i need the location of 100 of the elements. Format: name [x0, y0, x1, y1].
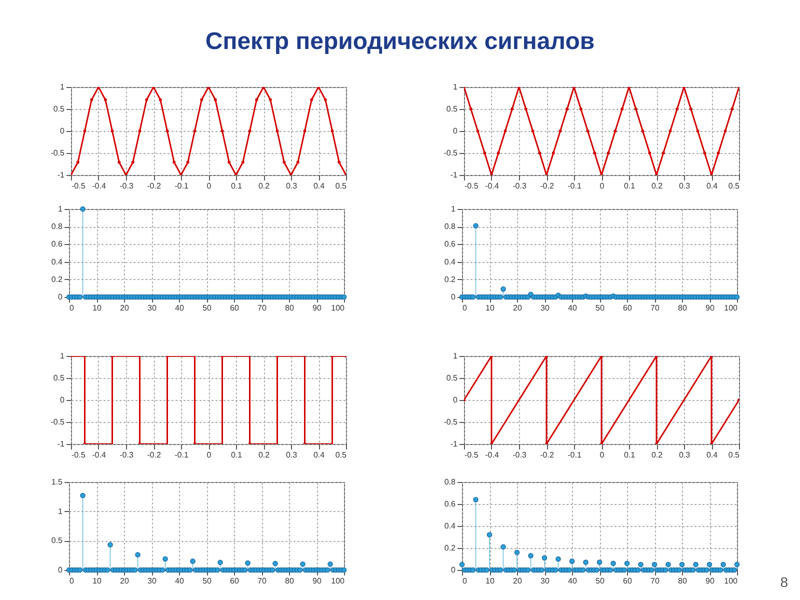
point — [538, 152, 542, 154]
point — [724, 130, 727, 132]
point — [193, 130, 196, 132]
x-tick-label: 60 — [623, 576, 632, 586]
x-tick-label: 20 — [513, 576, 522, 586]
y-tick-label: -0.5 — [50, 148, 66, 158]
point — [303, 130, 306, 132]
point — [524, 108, 528, 110]
x-tick-label: 20 — [120, 304, 130, 312]
x-tick-label: 60 — [230, 576, 240, 586]
x-tick-label: 0.1 — [624, 182, 636, 190]
point — [166, 130, 169, 132]
x-tick-label: -0.5 — [464, 182, 479, 190]
y-tick-label: -0.5 — [444, 418, 458, 426]
point — [510, 108, 514, 110]
x-tick-label: -0.2 — [147, 450, 162, 460]
x-tick-label: 60 — [623, 304, 632, 312]
point — [158, 98, 162, 102]
x-tick-label: 0 — [462, 304, 468, 312]
x-tick-label: 0.4 — [706, 182, 718, 190]
y-tick-label: 0 — [58, 292, 64, 302]
x-tick-label: 0.4 — [706, 450, 718, 460]
y-tick-label: 1 — [58, 204, 64, 214]
point — [83, 130, 86, 132]
x-tick-label: 50 — [596, 576, 605, 586]
x-tick-label: 0.4 — [313, 182, 326, 190]
x-tick-label: 30 — [540, 304, 550, 312]
point — [296, 160, 300, 164]
point — [338, 160, 341, 164]
x-tick-label: 90 — [312, 304, 322, 312]
point — [228, 160, 231, 164]
x-tick-label: 100 — [724, 304, 738, 312]
point — [476, 130, 480, 132]
point — [689, 108, 692, 110]
y-tick-label: 0 — [453, 126, 458, 136]
point — [90, 98, 94, 102]
point — [469, 108, 472, 110]
x-tick-label: -0.2 — [147, 182, 162, 190]
x-tick-label: 80 — [678, 304, 688, 312]
x-tick-label: 60 — [230, 304, 240, 312]
x-tick-label: 50 — [596, 304, 605, 312]
point — [172, 160, 176, 164]
point — [104, 98, 107, 102]
y-tick-label: 0.2 — [444, 544, 456, 552]
y-tick-label: 0.6 — [444, 240, 456, 249]
y-tick-label: -1 — [450, 440, 458, 448]
point — [255, 98, 258, 102]
y-tick-label: 0.5 — [53, 104, 66, 114]
x-tick-label: 40 — [568, 576, 578, 586]
y-tick-label: 0.4 — [444, 522, 456, 530]
y-tick-label: 0 — [60, 126, 66, 136]
point — [110, 130, 114, 132]
y-tick-label: 0.2 — [51, 274, 64, 284]
x-tick-label: -0.2 — [540, 182, 554, 190]
x-tick-label: 0 — [70, 576, 74, 586]
point — [220, 130, 224, 132]
x-tick-label: 10 — [486, 576, 495, 586]
y-tick-label: -1 — [450, 170, 458, 180]
point — [696, 130, 700, 132]
point — [620, 108, 624, 110]
x-tick-label: 70 — [650, 576, 660, 586]
x-tick-label: 30 — [148, 304, 157, 312]
x-tick-label: 40 — [175, 304, 184, 312]
x-tick-label: 0.1 — [624, 450, 636, 460]
y-tick-label: 0.4 — [444, 257, 456, 266]
point — [703, 152, 706, 154]
point — [641, 130, 644, 132]
text: Спектр периодических сигналов — [204, 28, 596, 56]
x-tick-label: 0.5 — [335, 450, 348, 460]
point — [586, 130, 590, 132]
x-tick-label: -0.3 — [120, 182, 134, 190]
x-tick-label: -0.1 — [174, 450, 189, 460]
x-tick-label: -0.4 — [92, 182, 106, 190]
point — [248, 130, 252, 132]
y-tick-label: 0 — [451, 292, 456, 302]
point — [593, 152, 596, 154]
point — [730, 108, 734, 110]
y-tick-label: 0.4 — [51, 257, 64, 266]
x-tick-label: 0 — [206, 450, 212, 460]
point — [606, 152, 610, 154]
y-tick-label: 1 — [453, 82, 458, 92]
x-tick-label: 40 — [568, 304, 578, 312]
line-series — [71, 87, 346, 175]
y-tick-label: 0.6 — [444, 500, 456, 508]
x-tick-label: 0 — [462, 576, 468, 586]
x-tick-label: 90 — [706, 304, 715, 312]
point — [330, 130, 334, 132]
point — [200, 98, 204, 102]
point — [579, 108, 582, 110]
x-tick-label: 10 — [486, 304, 495, 312]
x-tick-label: 0.5 — [335, 182, 348, 190]
point — [504, 130, 507, 132]
point — [241, 160, 244, 164]
x-tick-label: 50 — [202, 304, 212, 312]
x-tick-label: 10 — [92, 304, 102, 312]
x-tick-label: 20 — [120, 576, 130, 586]
x-tick-label: 100 — [331, 304, 346, 312]
point — [76, 160, 80, 164]
y-tick-label: 1 — [60, 352, 66, 360]
x-tick-label: -0.3 — [512, 182, 527, 190]
